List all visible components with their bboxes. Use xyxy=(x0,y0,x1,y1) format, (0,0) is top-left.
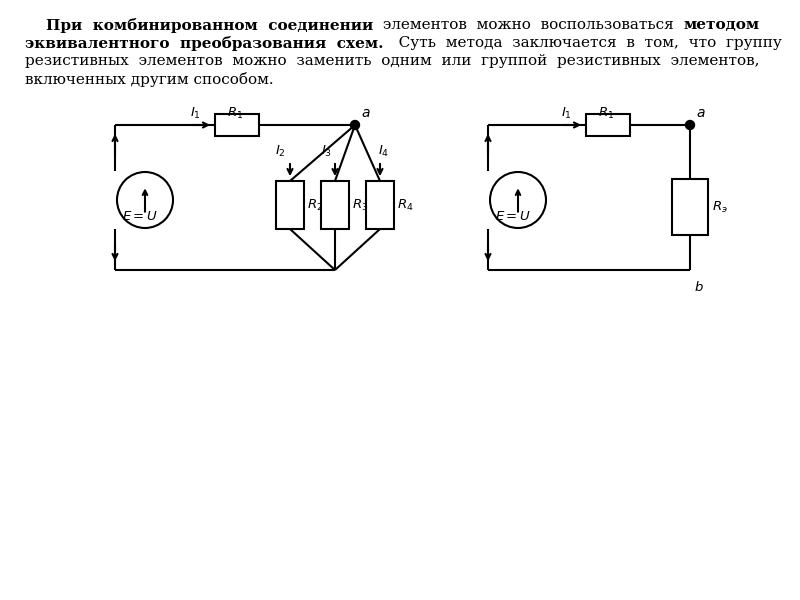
Bar xyxy=(321,181,349,229)
Text: $I_1$: $I_1$ xyxy=(561,106,571,121)
Text: $R_2$: $R_2$ xyxy=(307,197,323,212)
Text: $I_2$: $I_2$ xyxy=(275,144,286,159)
Text: $R_3$: $R_3$ xyxy=(352,197,368,212)
Text: резистивных  элементов  можно  заменить  одним  или  группой  резистивных  элеме: резистивных элементов можно заменить одн… xyxy=(25,54,759,68)
Bar xyxy=(672,179,708,235)
Circle shape xyxy=(117,172,173,228)
Text: $a$: $a$ xyxy=(361,106,370,120)
Text: методом: методом xyxy=(684,18,760,32)
Circle shape xyxy=(350,121,359,130)
Text: включенных другим способом.: включенных другим способом. xyxy=(25,72,274,87)
Text: $I_1$: $I_1$ xyxy=(190,106,201,121)
Text: элементов  можно  воспользоваться: элементов можно воспользоваться xyxy=(374,18,684,32)
Bar xyxy=(276,181,304,229)
Text: $a$: $a$ xyxy=(696,106,706,120)
Bar xyxy=(366,181,394,229)
Bar xyxy=(586,114,630,136)
Text: При  комбинированном  соединении: При комбинированном соединении xyxy=(25,18,374,33)
Bar xyxy=(215,114,259,136)
Circle shape xyxy=(490,172,546,228)
Text: $R_4$: $R_4$ xyxy=(397,197,414,212)
Text: $E=U$: $E=U$ xyxy=(495,209,531,223)
Text: Суть  метода  заключается  в  том,  что  группу: Суть метода заключается в том, что групп… xyxy=(383,36,782,50)
Text: $I_4$: $I_4$ xyxy=(378,144,390,159)
Text: $I_3$: $I_3$ xyxy=(321,144,332,159)
Circle shape xyxy=(686,121,694,130)
Text: эквивалентного  преобразования  схем.: эквивалентного преобразования схем. xyxy=(25,36,383,51)
Text: $R_1$: $R_1$ xyxy=(598,106,614,121)
Text: $R_1$: $R_1$ xyxy=(227,106,243,121)
Text: $E=U$: $E=U$ xyxy=(122,209,158,223)
Text: $b$: $b$ xyxy=(694,280,704,294)
Text: $R_э$: $R_э$ xyxy=(712,199,728,215)
